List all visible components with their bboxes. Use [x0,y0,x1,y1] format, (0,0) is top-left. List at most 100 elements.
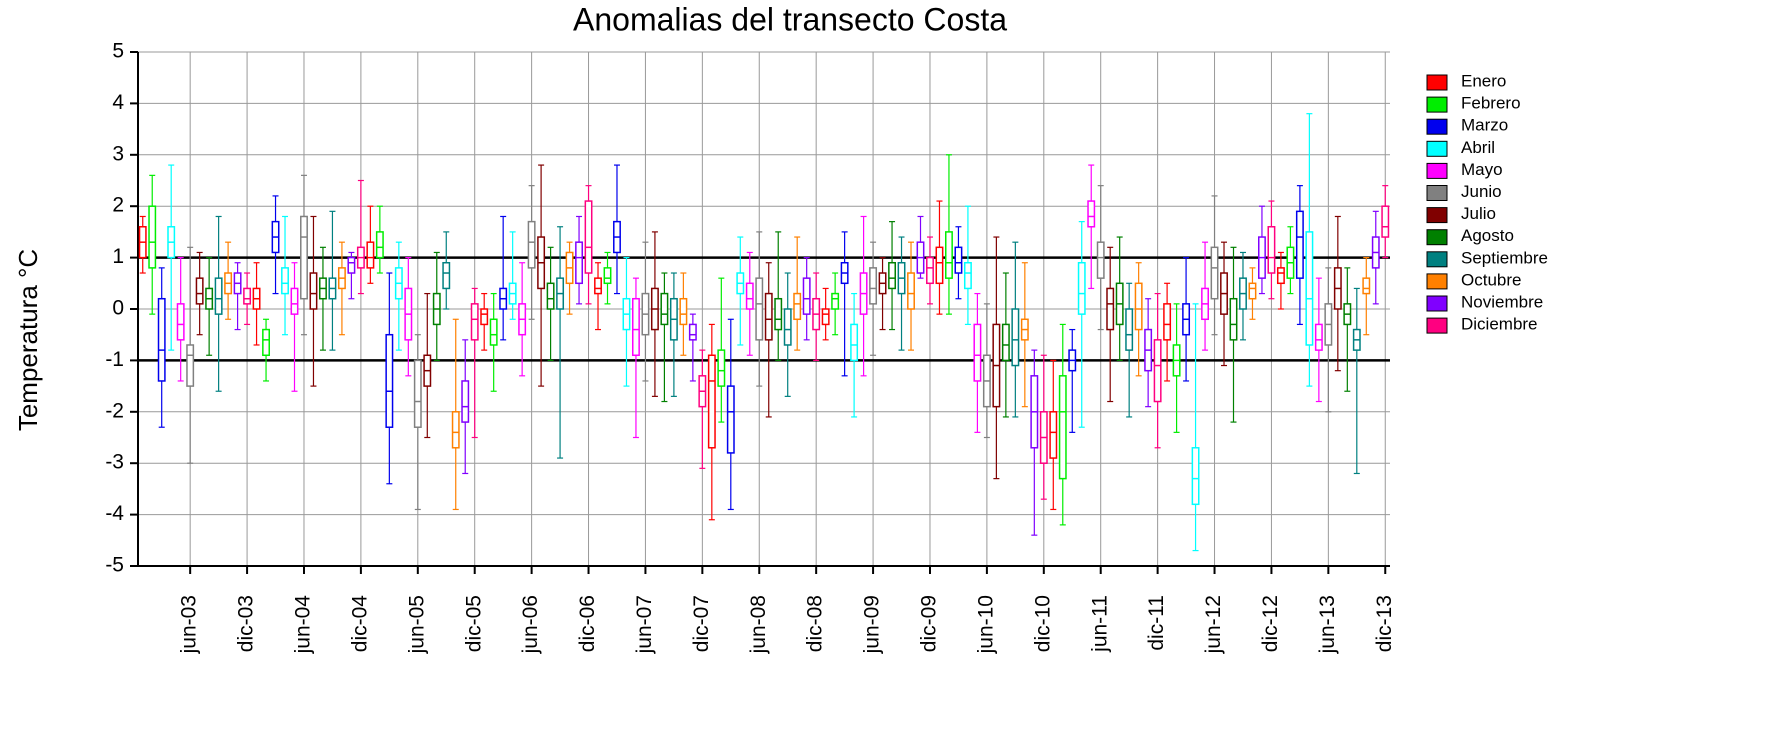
x-tick-label: dic-10 [1031,595,1054,652]
box [821,308,830,326]
box [1001,323,1010,362]
box [1163,303,1172,341]
x-tick-label: dic-08 [804,595,827,652]
box [546,282,555,310]
box [451,411,460,449]
box [783,308,792,346]
x-tick-label: dic-09 [918,595,941,652]
legend-label: Noviembre [1461,292,1543,311]
box [290,287,299,315]
x-tick-label: jun-08 [747,595,770,654]
box [470,303,479,341]
x-tick-label: jun-07 [633,595,656,654]
legend-label: Mayo [1461,160,1503,179]
box [1134,282,1143,331]
x-tick-label: dic-04 [348,595,371,653]
x-tick-label: jun-12 [1202,595,1225,654]
y-axis-label: Temperatura °C [13,249,43,431]
box [1210,246,1219,300]
box [347,256,356,274]
legend-label: Marzo [1461,116,1508,135]
box [831,292,840,310]
box [850,323,859,362]
box [973,323,982,382]
legend-swatch [1426,317,1448,334]
box [764,292,773,341]
x-tick-label: jun-04 [292,595,315,655]
legend-label: Agosto [1461,226,1514,245]
box [1381,205,1390,238]
box [176,303,185,341]
y-tick-label: 1 [112,245,124,268]
legend-swatch [1426,229,1448,246]
legend-label: Septiembre [1461,248,1548,267]
box [1125,308,1134,351]
box [1106,287,1115,331]
y-tick-label: 0 [112,297,124,320]
box [745,282,754,310]
y-tick-label: 2 [112,194,124,217]
legend-swatch [1426,207,1448,224]
x-tick-label: dic-12 [1259,595,1282,652]
box [1191,447,1200,506]
box [793,292,802,321]
box [1314,323,1323,351]
box [926,256,934,285]
x-tick-label: jun-09 [861,595,884,654]
legend-label: Diciembre [1461,315,1538,334]
box [1248,282,1257,300]
box [413,359,422,428]
box [717,349,726,387]
x-tick-label: dic-11 [1145,595,1168,651]
legend-swatch [1426,185,1448,201]
box [300,215,308,300]
legend-swatch [1426,273,1448,290]
box [186,344,195,387]
box [243,287,252,305]
y-tick-label: 3 [112,142,124,165]
box [281,267,289,295]
box [726,385,735,454]
legend-label: Julio [1461,204,1496,223]
box [1087,200,1096,228]
box [385,333,394,428]
y-tick-label: -4 [105,502,124,525]
box [375,231,384,259]
box [1077,261,1086,315]
legend-swatch [1426,118,1448,135]
y-tick-label: -5 [105,554,124,577]
x-tick-label: jun-05 [405,595,428,654]
legend-label: Abril [1461,138,1495,157]
box [1295,210,1304,279]
box [1153,339,1162,403]
box [309,272,318,310]
legend-swatch [1426,74,1448,91]
chart-title: Anomalias del transecto Costa [573,1,1007,37]
box [480,308,489,326]
box [707,354,716,449]
y-tick-label: -2 [105,399,124,422]
box [888,261,896,290]
y-tick-label: -3 [105,451,124,474]
box [157,297,166,382]
box [935,246,944,285]
box [802,277,811,315]
x-tick-label: jun-06 [519,595,542,654]
box [366,241,375,269]
legend-label: Octubre [1461,270,1521,289]
x-tick-label: dic-05 [462,595,485,652]
box [527,220,536,269]
box [262,328,270,357]
box [1276,267,1285,285]
box [594,277,602,295]
box [1058,375,1067,480]
y-tick-label: -1 [105,348,124,371]
legend-swatch [1426,162,1448,179]
box [461,380,470,423]
box [603,267,612,285]
legend-label: Febrero [1461,94,1521,113]
box [1049,411,1058,459]
box [869,267,878,305]
